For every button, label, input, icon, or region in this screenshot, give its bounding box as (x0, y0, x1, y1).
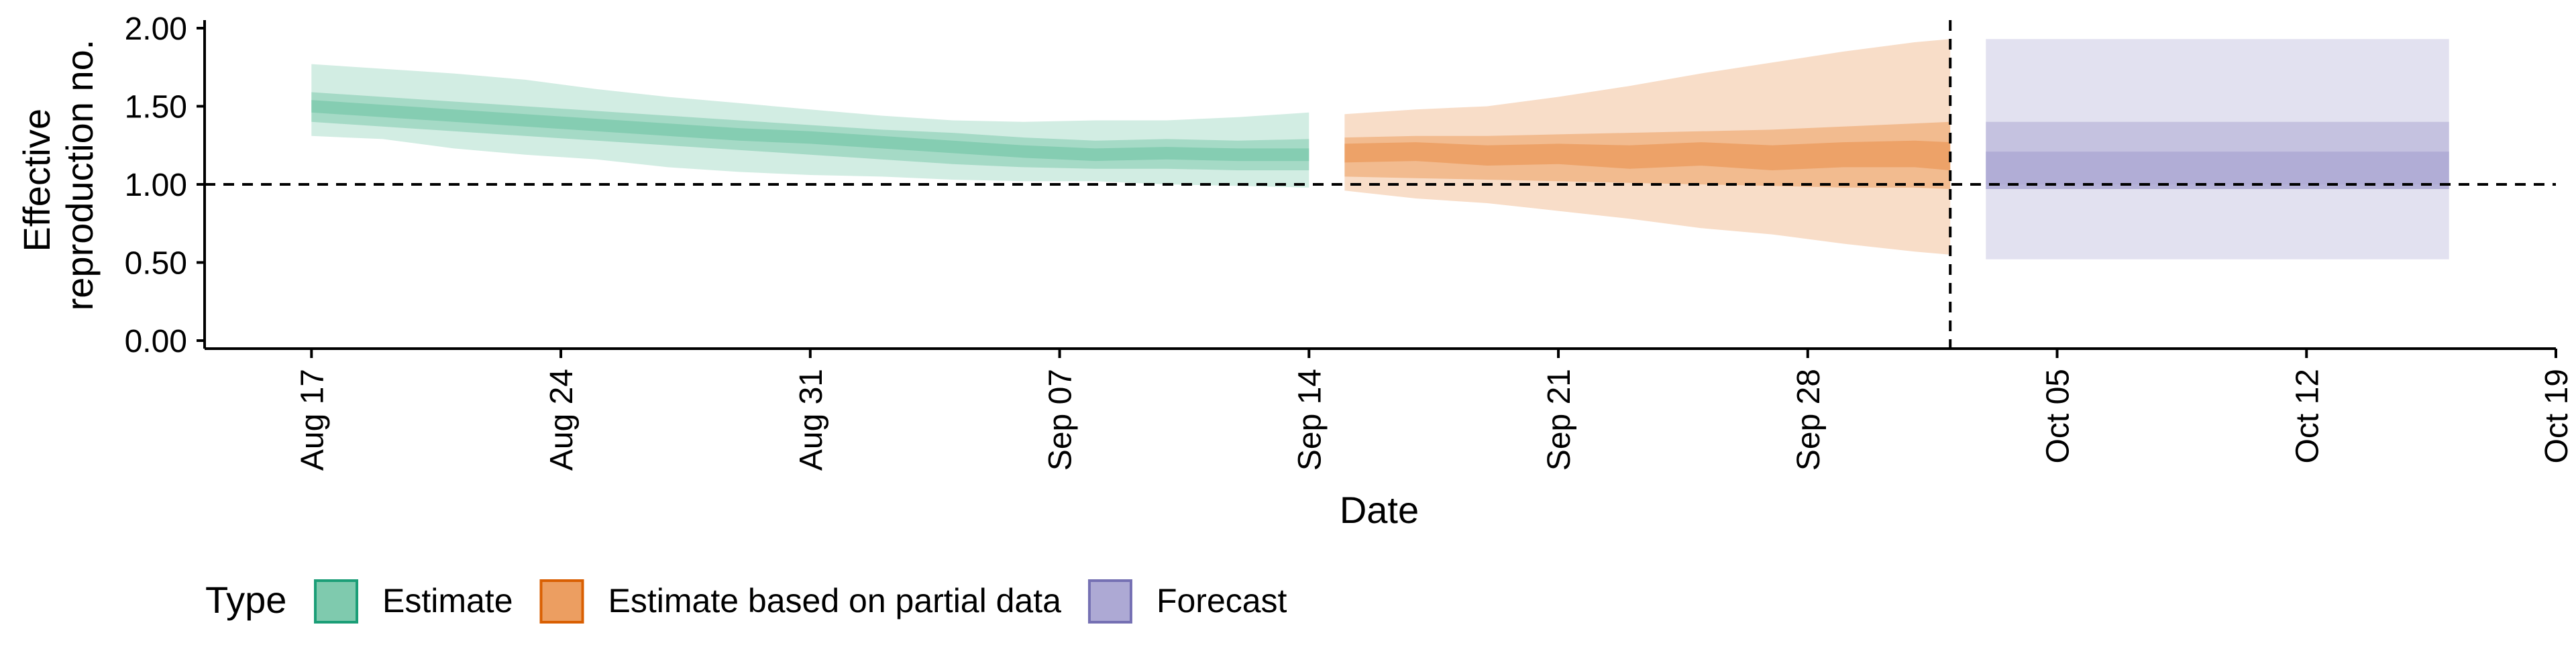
x-tick-label: Aug 31 (794, 369, 829, 471)
series-1-group (1344, 39, 1951, 255)
y-tick-label: 1.50 (125, 90, 187, 125)
x-tick-label: Sep 21 (1542, 369, 1577, 471)
y-axis-title-line-1: Effective (15, 109, 58, 252)
x-tick-label: Sep 28 (1791, 369, 1827, 471)
tick-labels: 0.00 0.50 1.00 1.50 2.00 Aug 17 Aug 24 Aug 31 Se… (125, 11, 2575, 471)
y-tick-label: 0.00 (125, 324, 187, 359)
x-tick-label: Aug 24 (544, 369, 580, 471)
series-1-inner-band (1344, 140, 1951, 170)
legend-swatch-1 (539, 579, 584, 624)
y-tick-label: 2.00 (125, 11, 187, 47)
axes (197, 20, 2557, 358)
y-tick-label: 1.00 (125, 168, 187, 203)
legend: Type Estimate Estimate based on partial d… (205, 579, 1287, 624)
reference-lines (205, 20, 2556, 349)
x-tick-label: Oct 19 (2539, 369, 2575, 463)
legend-swatch-2 (1087, 579, 1132, 624)
y-axis-title-line-2: reproduction no. (58, 40, 101, 311)
legend-label-1: Estimate based on partial data (608, 582, 1062, 620)
x-axis-title: Date (1340, 489, 1419, 531)
bands-layer (311, 39, 2449, 259)
series-0-inner-band (311, 100, 1309, 162)
series-0-group (311, 64, 1309, 188)
y-axis-title: Effective reproduction no. (15, 40, 101, 311)
series-2-group (1986, 39, 2449, 259)
legend-label-2: Forecast (1157, 582, 1287, 620)
x-tick-label: Sep 14 (1292, 369, 1328, 471)
y-tick-label: 0.50 (125, 246, 187, 282)
legend-title: Type (205, 579, 286, 621)
series-2-inner-band (1986, 152, 2449, 189)
x-tick-label: Oct 05 (2041, 369, 2076, 463)
legend-swatch-0 (314, 579, 358, 624)
x-tick-label: Sep 07 (1043, 369, 1079, 471)
x-tick-label: Oct 12 (2290, 369, 2325, 463)
legend-label-0: Estimate (382, 582, 513, 620)
x-tick-label: Aug 17 (294, 369, 330, 471)
